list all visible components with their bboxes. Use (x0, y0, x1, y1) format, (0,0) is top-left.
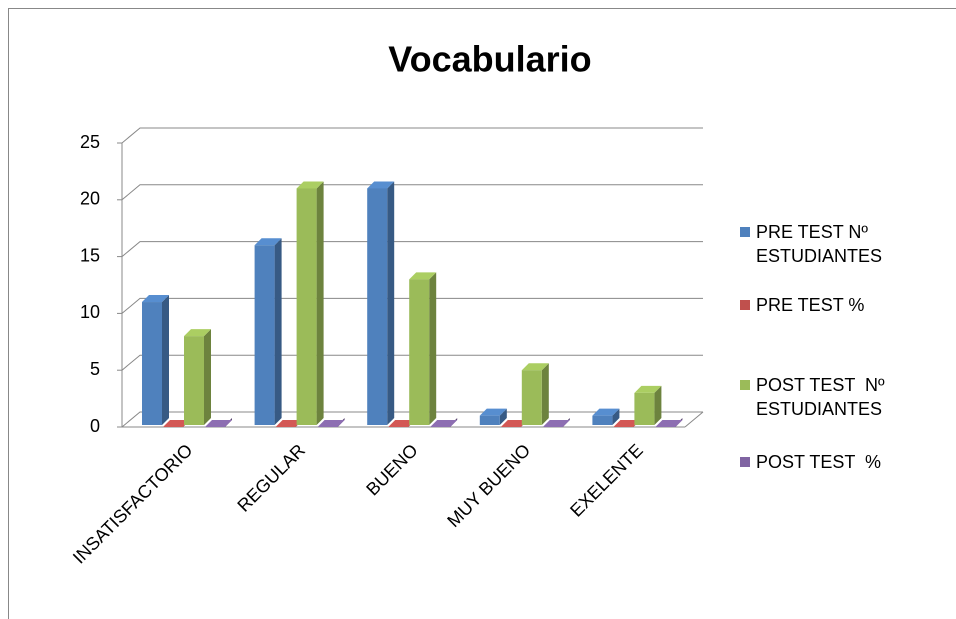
bar-top (388, 420, 416, 427)
bar (254, 245, 275, 425)
bar (592, 415, 613, 425)
bar-side (429, 272, 437, 425)
y-tick-label: 10 (80, 302, 100, 322)
bar-top (205, 420, 232, 427)
bar-side (204, 329, 211, 425)
bar-top (634, 385, 662, 393)
bar-top (613, 420, 641, 427)
legend-label: POST TEST Nº ESTUDIANTES (756, 375, 890, 419)
bar-top (275, 420, 303, 427)
y-tick-label: 15 (80, 245, 100, 265)
bar-side (316, 181, 324, 425)
bar-top (430, 420, 458, 427)
legend-label: POST TEST % (756, 452, 882, 472)
x-tick-label: INSATISFACTORIO (69, 440, 197, 568)
bar (184, 336, 204, 425)
bar-top (367, 181, 395, 189)
grid-line (121, 354, 703, 371)
bar-side (541, 363, 549, 425)
legend-swatch (740, 457, 750, 467)
y-tick-label: 20 (80, 189, 100, 209)
grid-line (121, 127, 703, 144)
bar (521, 370, 542, 425)
bar-top (521, 363, 549, 371)
bar (296, 188, 317, 425)
bar-side (274, 238, 282, 425)
legend-swatch (740, 227, 750, 237)
bar-top (592, 408, 620, 416)
y-tick-label: 25 (80, 132, 100, 152)
bar-top (317, 420, 345, 427)
y-tick-label: 0 (90, 416, 100, 436)
bar-top (409, 272, 437, 280)
bar (367, 188, 388, 425)
legend-item: PRE TEST Nº ESTUDIANTES (740, 220, 946, 268)
bar-top (296, 181, 324, 189)
legend-item: PRE TEST % (740, 293, 946, 317)
legend-swatch (740, 300, 750, 310)
x-tick-label: MUY BUENO (443, 440, 534, 531)
bar-top (655, 420, 683, 427)
bar (634, 392, 655, 425)
legend-swatch (740, 380, 750, 390)
x-tick-label: EXELENTE (566, 440, 647, 521)
x-tick-label: REGULAR (233, 440, 309, 516)
legend-item: POST TEST % (740, 450, 946, 474)
legend-label: PRE TEST % (756, 295, 865, 315)
bar-side (654, 385, 662, 425)
bar-top (479, 408, 507, 416)
bar-side (612, 408, 620, 425)
bar-side (162, 295, 169, 425)
bar-top (163, 420, 190, 427)
axis-line (684, 411, 704, 428)
grid-line (121, 241, 703, 257)
legend-item: POST TEST Nº ESTUDIANTES (740, 373, 946, 421)
bar-top (142, 295, 169, 303)
bar (479, 415, 500, 425)
bar-top (254, 238, 282, 246)
chart-title: Vocabulario (388, 39, 591, 80)
chart-border (8, 8, 956, 619)
x-tick-label: BUENO (362, 440, 421, 499)
grid-line (121, 411, 703, 428)
bar-top (542, 420, 570, 427)
y-tick-label: 5 (90, 359, 100, 379)
legend-label: PRE TEST Nº ESTUDIANTES (756, 222, 883, 266)
bar-side (387, 181, 395, 425)
bar-top (184, 329, 211, 337)
bar-top (500, 420, 528, 427)
grid-line (121, 184, 703, 201)
bar (142, 302, 162, 425)
grid-line (121, 297, 703, 314)
bar (409, 279, 430, 425)
bar-side (499, 408, 507, 425)
